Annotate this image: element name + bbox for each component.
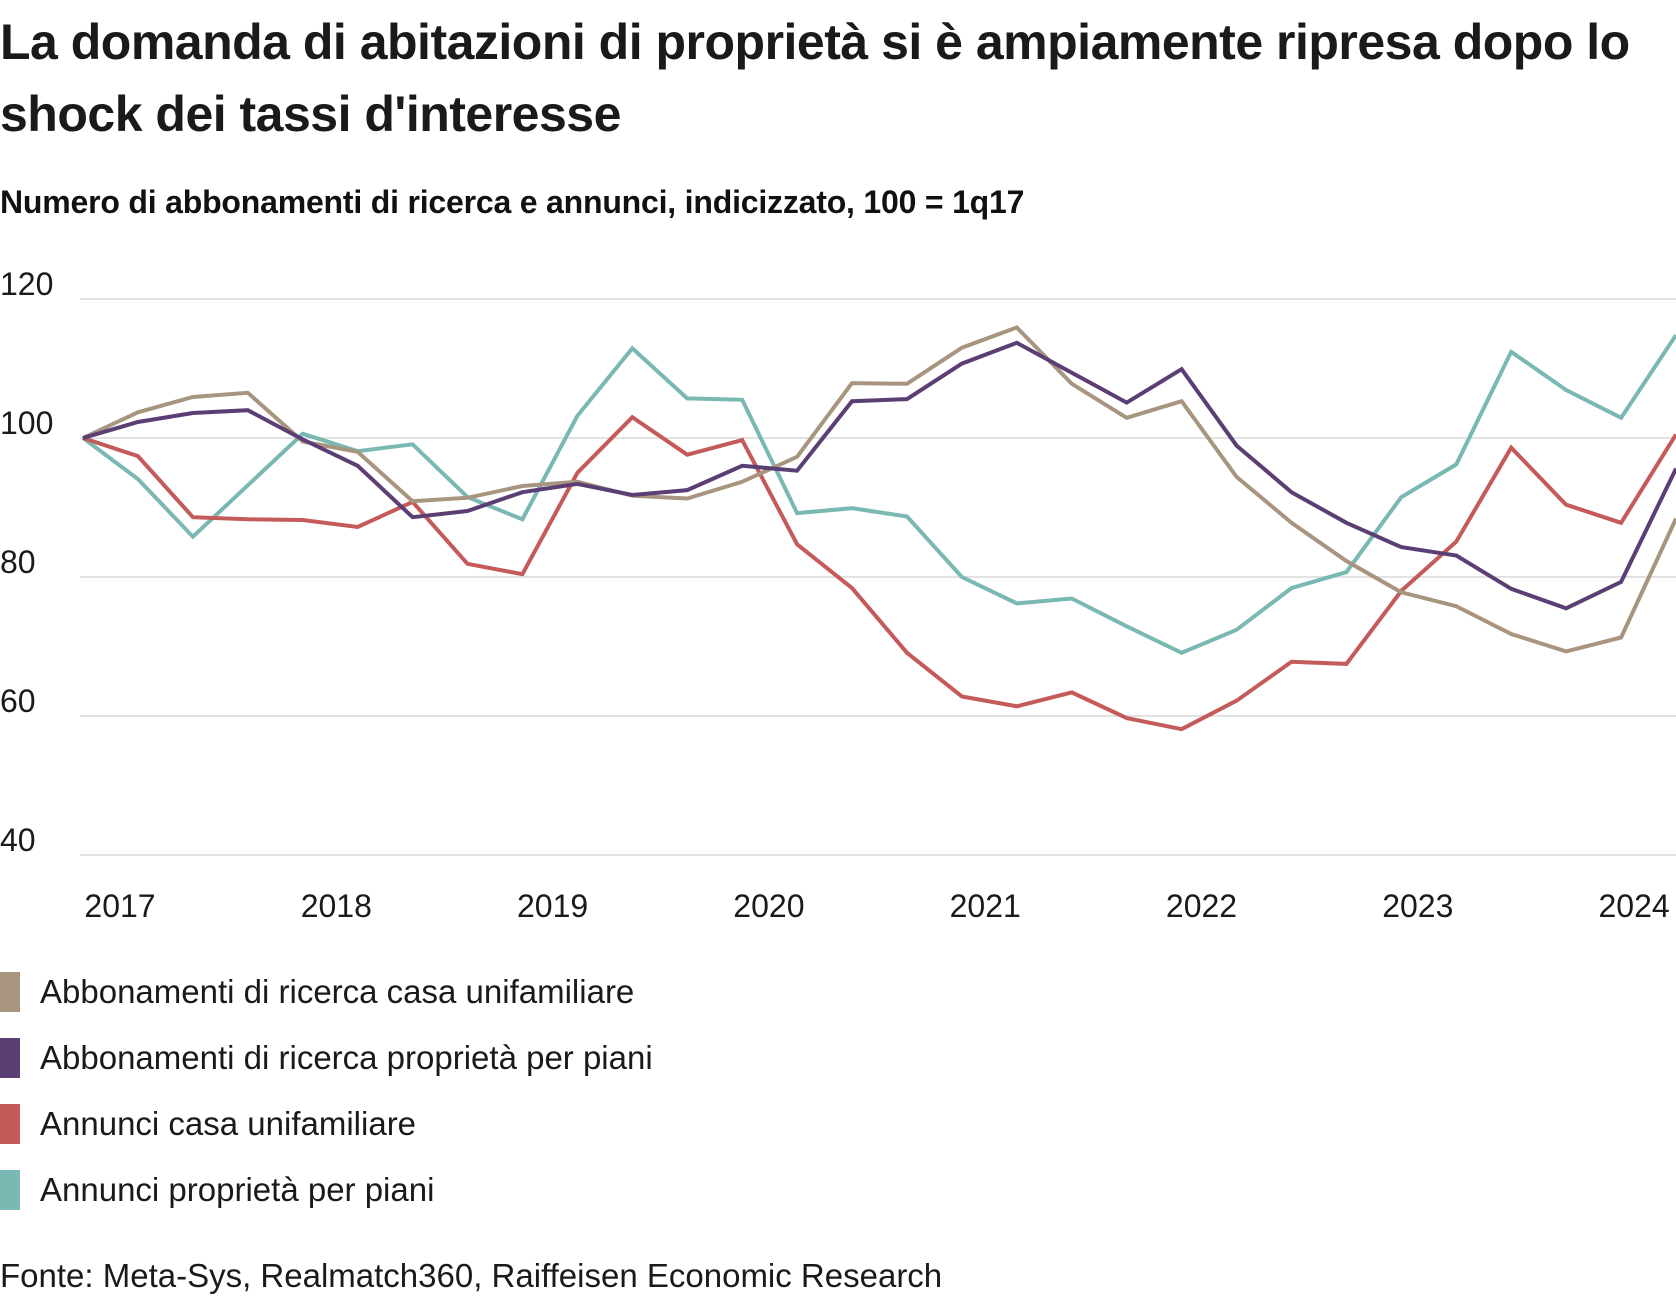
x-tick-label: 2022 [1166,888,1237,924]
legend-swatch [0,1104,20,1144]
y-tick-label: 40 [0,822,36,858]
legend: Abbonamenti di ricerca casa unifamiliare… [0,972,653,1236]
legend-item: Annunci proprietà per piani [0,1170,653,1210]
y-axis-ticks: 40 60 80 100 120 [0,266,53,858]
series-lines [81,325,1676,732]
legend-item: Annunci casa unifamiliare [0,1104,653,1144]
y-tick-label: 80 [0,544,36,580]
y-tick-label: 120 [0,266,53,302]
legend-label: Annunci casa unifamiliare [40,1105,417,1142]
x-tick-label: 2023 [1382,888,1453,924]
legend-label: Annunci proprietà per piani [40,1171,435,1208]
source-note: Fonte: Meta-Sys, Realmatch360, Raiffeise… [0,1257,943,1294]
legend-label: Abbonamenti di ricerca casa unifamiliare [40,973,635,1010]
series-line-2 [82,340,1676,611]
x-tick-label: 2024 [1599,888,1670,924]
legend-label: Abbonamenti di ricerca proprietà per pia… [40,1039,653,1076]
y-tick-label: 60 [0,683,36,719]
x-tick-label: 2019 [517,888,588,924]
chart-subtitle: Numero di abbonamenti di ricerca e annun… [0,184,1025,220]
series-line-1 [82,325,1676,654]
series-line-3 [82,414,1676,732]
legend-swatch [0,1038,20,1078]
x-tick-label: 2018 [301,888,372,924]
legend-item: Abbonamenti di ricerca casa unifamiliare [0,972,653,1012]
legend-swatch [0,972,20,1012]
y-tick-label: 100 [0,405,53,441]
gridlines [80,298,1676,856]
line-chart: 40 60 80 100 120 2017 2018 2019 2020 2021 2022 202… [0,266,1676,924]
legend-swatch [0,1170,20,1210]
legend-item: Abbonamenti di ricerca proprietà per pia… [0,1038,653,1078]
x-tick-label: 2021 [950,888,1021,924]
x-axis-ticks: 2017 2018 2019 2020 2021 2022 2023 2024 [84,888,1669,924]
x-tick-label: 2017 [84,888,155,924]
chart-title: La domanda di abitazioni di proprietà si… [0,14,1630,142]
x-tick-label: 2020 [733,888,804,924]
